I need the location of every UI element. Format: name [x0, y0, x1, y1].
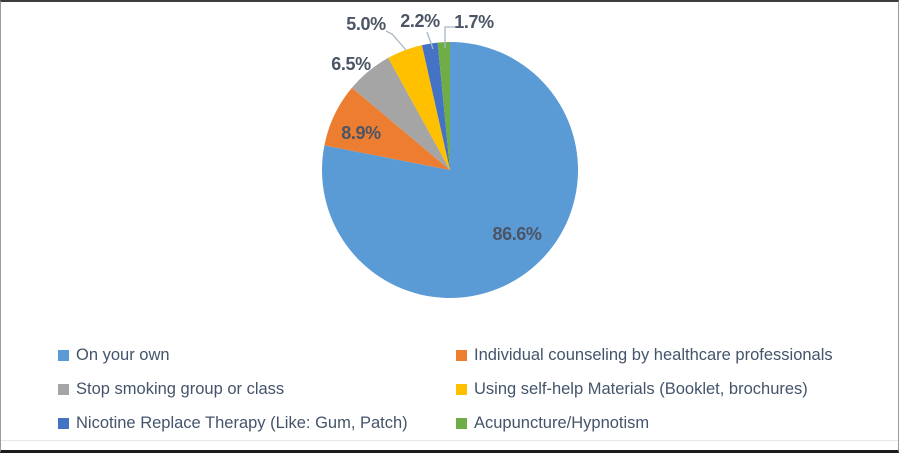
legend: On your own Individual counseling by hea… [58, 345, 878, 434]
legend-label: Nicotine Replace Therapy (Like: Gum, Pat… [76, 414, 408, 432]
pie-slice-3 [388, 45, 450, 170]
legend-swatch [456, 384, 467, 395]
pie-slice-5 [437, 41, 450, 170]
pie-data-label-1: 8.9% [341, 123, 381, 143]
pie-slice-4 [421, 42, 450, 171]
legend-item-stop-smoking-group: Stop smoking group or class [58, 379, 456, 400]
pie-chart: 86.6% 8.9% 6.5% 5.0% 2.2% 1.7% [321, 11, 578, 299]
pie-data-label-3: 5.0% [346, 14, 386, 34]
legend-item-acupuncture-hypnotism: Acupuncture/Hypnotism [456, 413, 878, 434]
legend-swatch [58, 350, 69, 361]
legend-item-self-help-materials: Using self-help Materials (Booklet, broc… [456, 379, 878, 400]
legend-swatch [456, 418, 467, 429]
legend-label: Acupuncture/Hypnotism [474, 414, 650, 432]
pie-slice-2 [351, 57, 450, 170]
pie-data-label-2: 6.5% [331, 54, 371, 74]
legend-item-nicotine-replace-therapy: Nicotine Replace Therapy (Like: Gum, Pat… [58, 413, 456, 434]
pie-data-label-0: 86.6% [492, 224, 541, 244]
leader-line-1.7 [444, 26, 457, 48]
leader-line-5.0 [385, 30, 407, 51]
legend-label: Individual counseling by healthcare prof… [474, 346, 833, 364]
legend-item-on-your-own: On your own [58, 345, 456, 366]
legend-swatch [58, 418, 69, 429]
pie-data-label-5: 1.7% [454, 12, 494, 32]
legend-label: Using self-help Materials (Booklet, broc… [474, 380, 808, 398]
pie-slice-0 [321, 42, 578, 299]
pie-slice-1 [324, 87, 450, 170]
legend-item-individual-counseling: Individual counseling by healthcare prof… [456, 345, 878, 366]
legend-swatch [58, 384, 69, 395]
legend-label: Stop smoking group or class [76, 380, 285, 398]
leader-line-2.2 [426, 31, 434, 50]
legend-label: On your own [76, 346, 170, 364]
pie-data-label-4: 2.2% [400, 11, 440, 31]
legend-swatch [456, 350, 467, 361]
chart-area-bottom-edge [1, 440, 898, 441]
